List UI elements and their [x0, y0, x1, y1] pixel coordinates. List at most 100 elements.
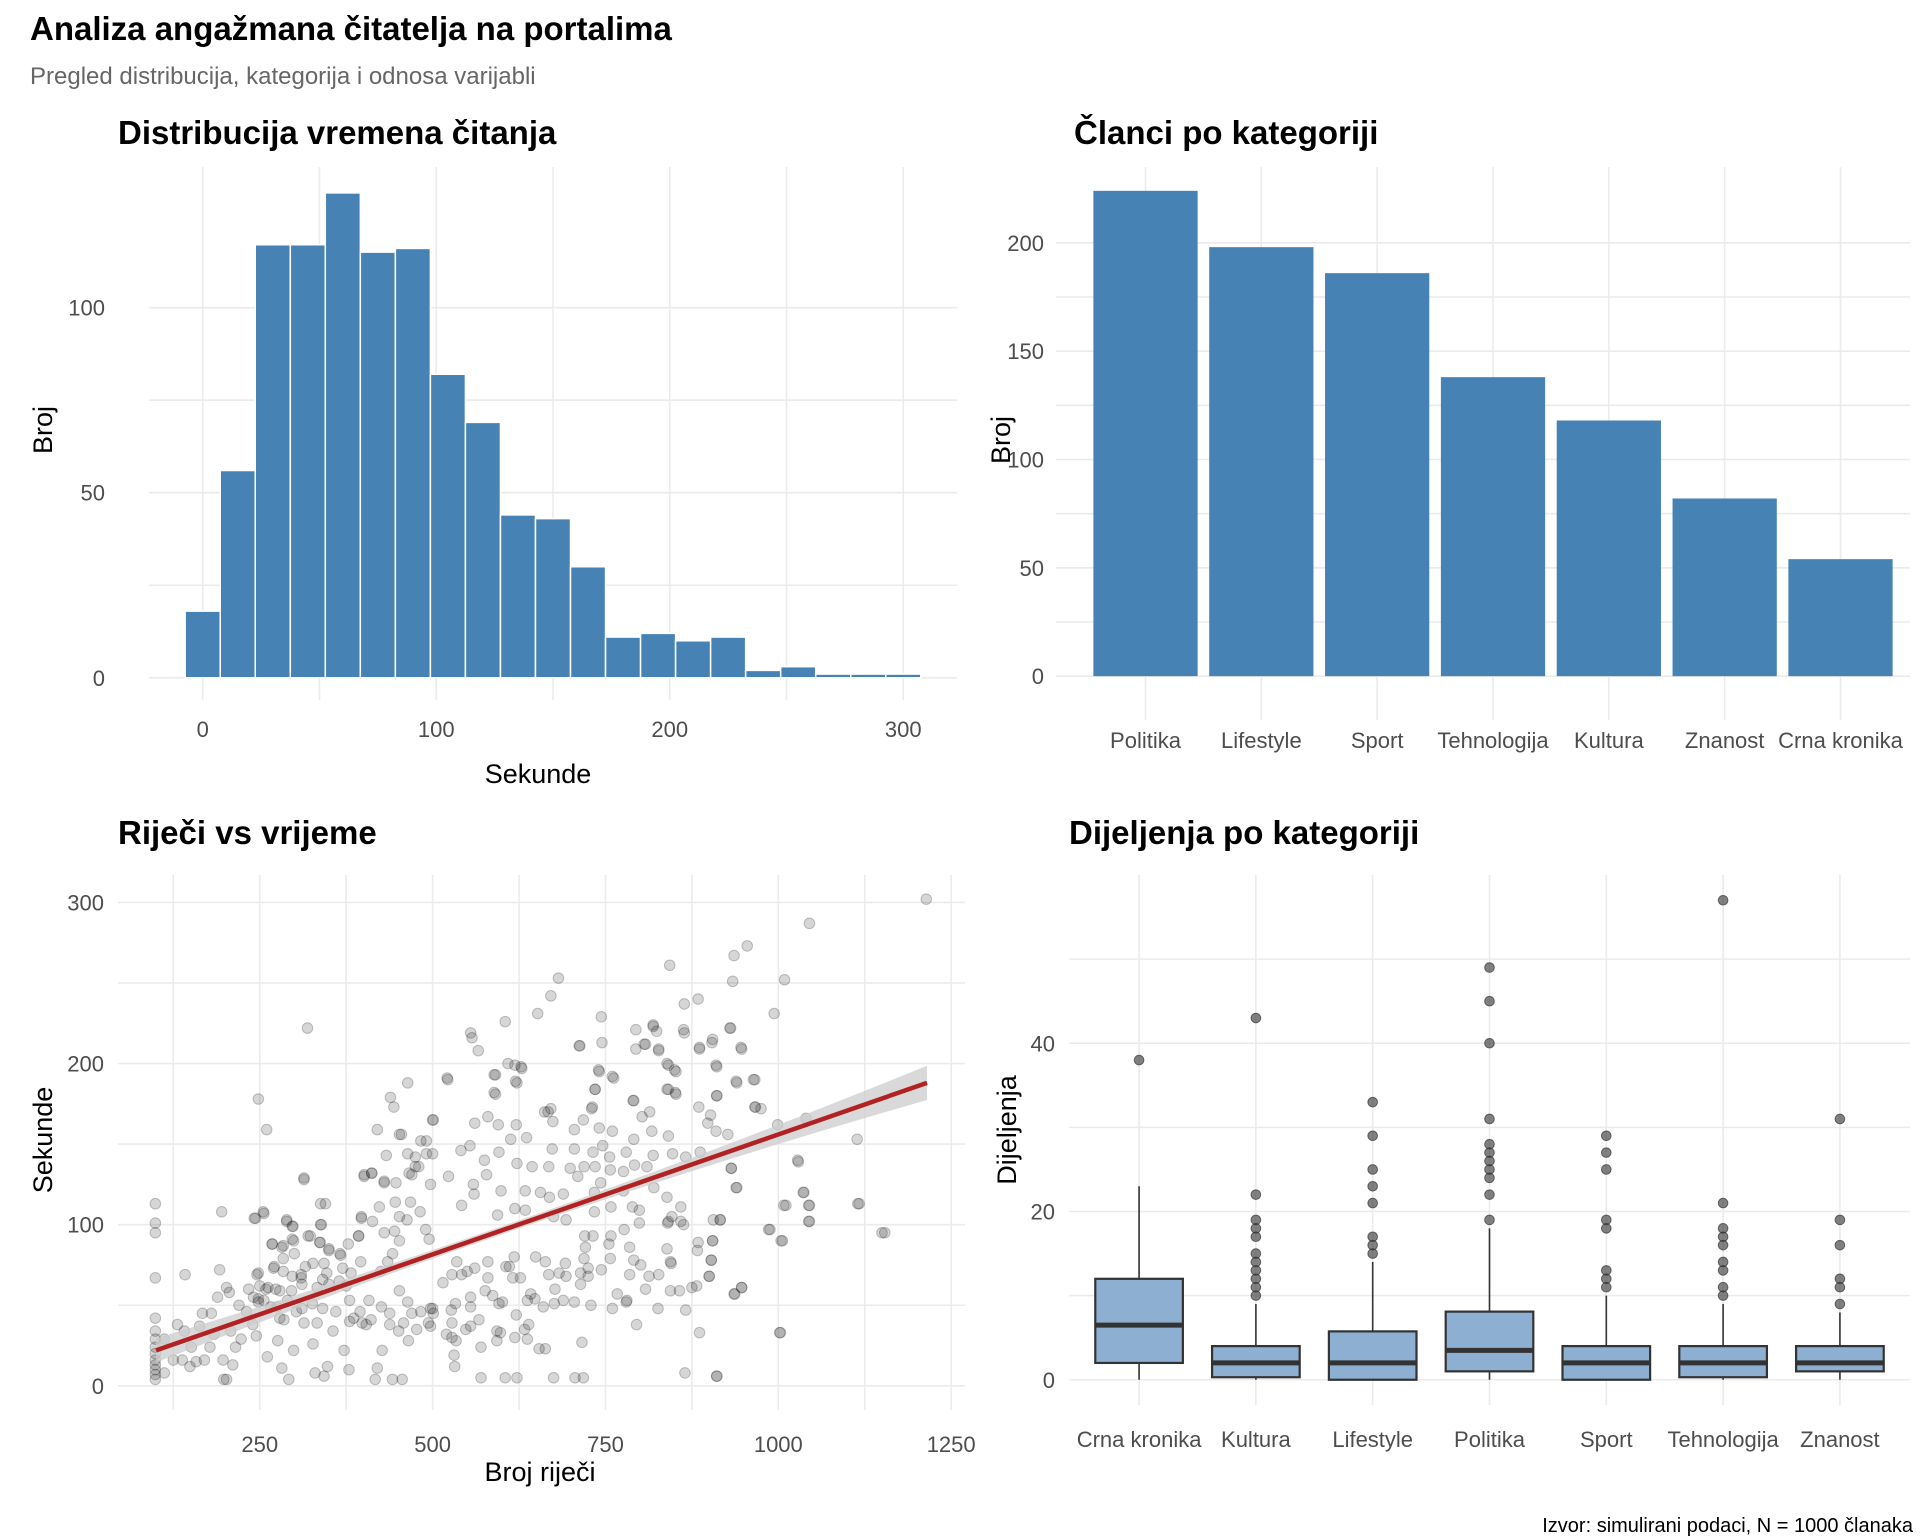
category-bar-y-label: Broj [986, 416, 1016, 464]
histogram-x-label: Sekunde [485, 759, 592, 789]
scatter-point [282, 1373, 295, 1386]
x-tick-label: 1250 [927, 1432, 976, 1457]
outlier-point [1367, 1096, 1378, 1108]
scatter-point [415, 1305, 427, 1318]
scatter-point [557, 1188, 570, 1200]
scatter-point [384, 1091, 397, 1104]
y-tick-label: 50 [1020, 556, 1044, 581]
scatter-point [705, 1254, 718, 1266]
scatter-point [286, 1270, 299, 1283]
scatter-point [464, 1291, 477, 1303]
scatter-point [486, 1289, 499, 1302]
scatter-point [691, 1244, 704, 1257]
scatter-point [548, 1297, 561, 1310]
scatter-point [388, 1101, 400, 1113]
histogram-bars [184, 192, 922, 679]
scatter-point [468, 1188, 480, 1200]
scatter-point [441, 1072, 453, 1084]
scatter-point [440, 1328, 453, 1341]
scatter-point [587, 1230, 599, 1242]
x-tick-label: 500 [414, 1432, 451, 1457]
scatter-point [643, 1270, 655, 1283]
scatter-point [249, 1212, 262, 1225]
scatter-point [574, 1040, 586, 1052]
scatter-point [495, 1185, 507, 1197]
x-tick-label: Tehnologija [1667, 1427, 1779, 1452]
scatter-point [633, 1217, 646, 1229]
scatter-point [731, 1181, 743, 1194]
scatter-point [260, 1123, 273, 1136]
scatter-point [677, 1218, 690, 1231]
scatter-point [582, 1270, 594, 1283]
scatter-point [461, 1265, 473, 1278]
scatter-point [564, 1162, 576, 1175]
scatter-point [661, 1243, 673, 1255]
scatter-point [628, 1254, 640, 1266]
x-tick-label: 750 [587, 1432, 624, 1457]
scatter-point [618, 1223, 630, 1236]
scatter-point [662, 1083, 675, 1096]
x-tick-label: 200 [651, 717, 688, 742]
scatter-point [233, 1299, 245, 1312]
scatter-point [229, 1341, 242, 1353]
scatter-point [420, 1147, 433, 1160]
scatter-point [710, 1059, 722, 1071]
x-tick-label: 250 [241, 1432, 278, 1457]
figure-caption: Izvor: simulirani podaci, N = 1000 člana… [1542, 1515, 1914, 1536]
scatter-point [577, 1114, 590, 1126]
scatter-point [327, 1325, 339, 1337]
scatter-point [406, 1168, 418, 1181]
scatter-point [149, 1312, 162, 1324]
scatter-point [728, 949, 740, 962]
scatter-grid [118, 875, 965, 1410]
scatter-point [468, 1262, 481, 1274]
scatter-point [196, 1307, 209, 1320]
scatter-point [426, 1302, 439, 1315]
scatter-point [446, 1268, 458, 1281]
outlier-point [1717, 1290, 1729, 1301]
scatter-point [426, 1147, 439, 1160]
scatter-point [314, 1236, 326, 1249]
scatter-ticks: 250 500 750 1000 1250 0 100 200 300 [67, 890, 975, 1457]
scatter-point [589, 1083, 601, 1096]
histogram-bar [359, 251, 397, 679]
scatter-point [652, 1302, 664, 1315]
scatter-point [557, 1294, 570, 1307]
category-bar [1325, 273, 1430, 677]
scatter-point [299, 1260, 312, 1273]
outlier-point [1717, 1197, 1729, 1209]
outlier-point [1484, 962, 1495, 973]
scatter-point [373, 1201, 386, 1213]
scatter-point [675, 1215, 687, 1228]
scatter-point [473, 1313, 485, 1326]
scatter-point [318, 1257, 330, 1270]
outlier-point [1834, 1113, 1846, 1125]
histogram-bar [219, 469, 257, 679]
histogram-bar [499, 514, 537, 679]
scatter-point [314, 1236, 326, 1249]
scatter-point [288, 1247, 301, 1260]
scatter-point [378, 1176, 391, 1189]
outlier-point [1484, 1189, 1495, 1200]
scatter-point [853, 1197, 866, 1210]
histogram-ticks: 0 100 200 300 0 50 100 [68, 296, 921, 742]
boxplot-ticks: 0 20 40 Crna kronika Kultura Lifestyle Politik… [1031, 1031, 1880, 1452]
scatter-point [596, 1036, 608, 1049]
scatter-point [375, 1301, 388, 1313]
scatter-point [365, 1167, 378, 1179]
scatter-point [664, 1284, 677, 1297]
scatter-point [389, 1196, 402, 1208]
boxplot-grid [1069, 875, 1910, 1405]
scatter-point [747, 1073, 760, 1086]
scatter-point [360, 1318, 373, 1331]
y-tick-label: 0 [92, 1374, 104, 1399]
scatter-point [706, 1036, 718, 1049]
scatter-point [314, 1218, 327, 1231]
x-tick-label: Tehnologija [1437, 728, 1549, 753]
scatter-point [585, 1299, 597, 1312]
scatter-point [594, 1176, 607, 1189]
scatter-point [547, 1371, 560, 1384]
x-tick-label: Znanost [1800, 1427, 1880, 1452]
scatter-point [539, 1342, 552, 1355]
